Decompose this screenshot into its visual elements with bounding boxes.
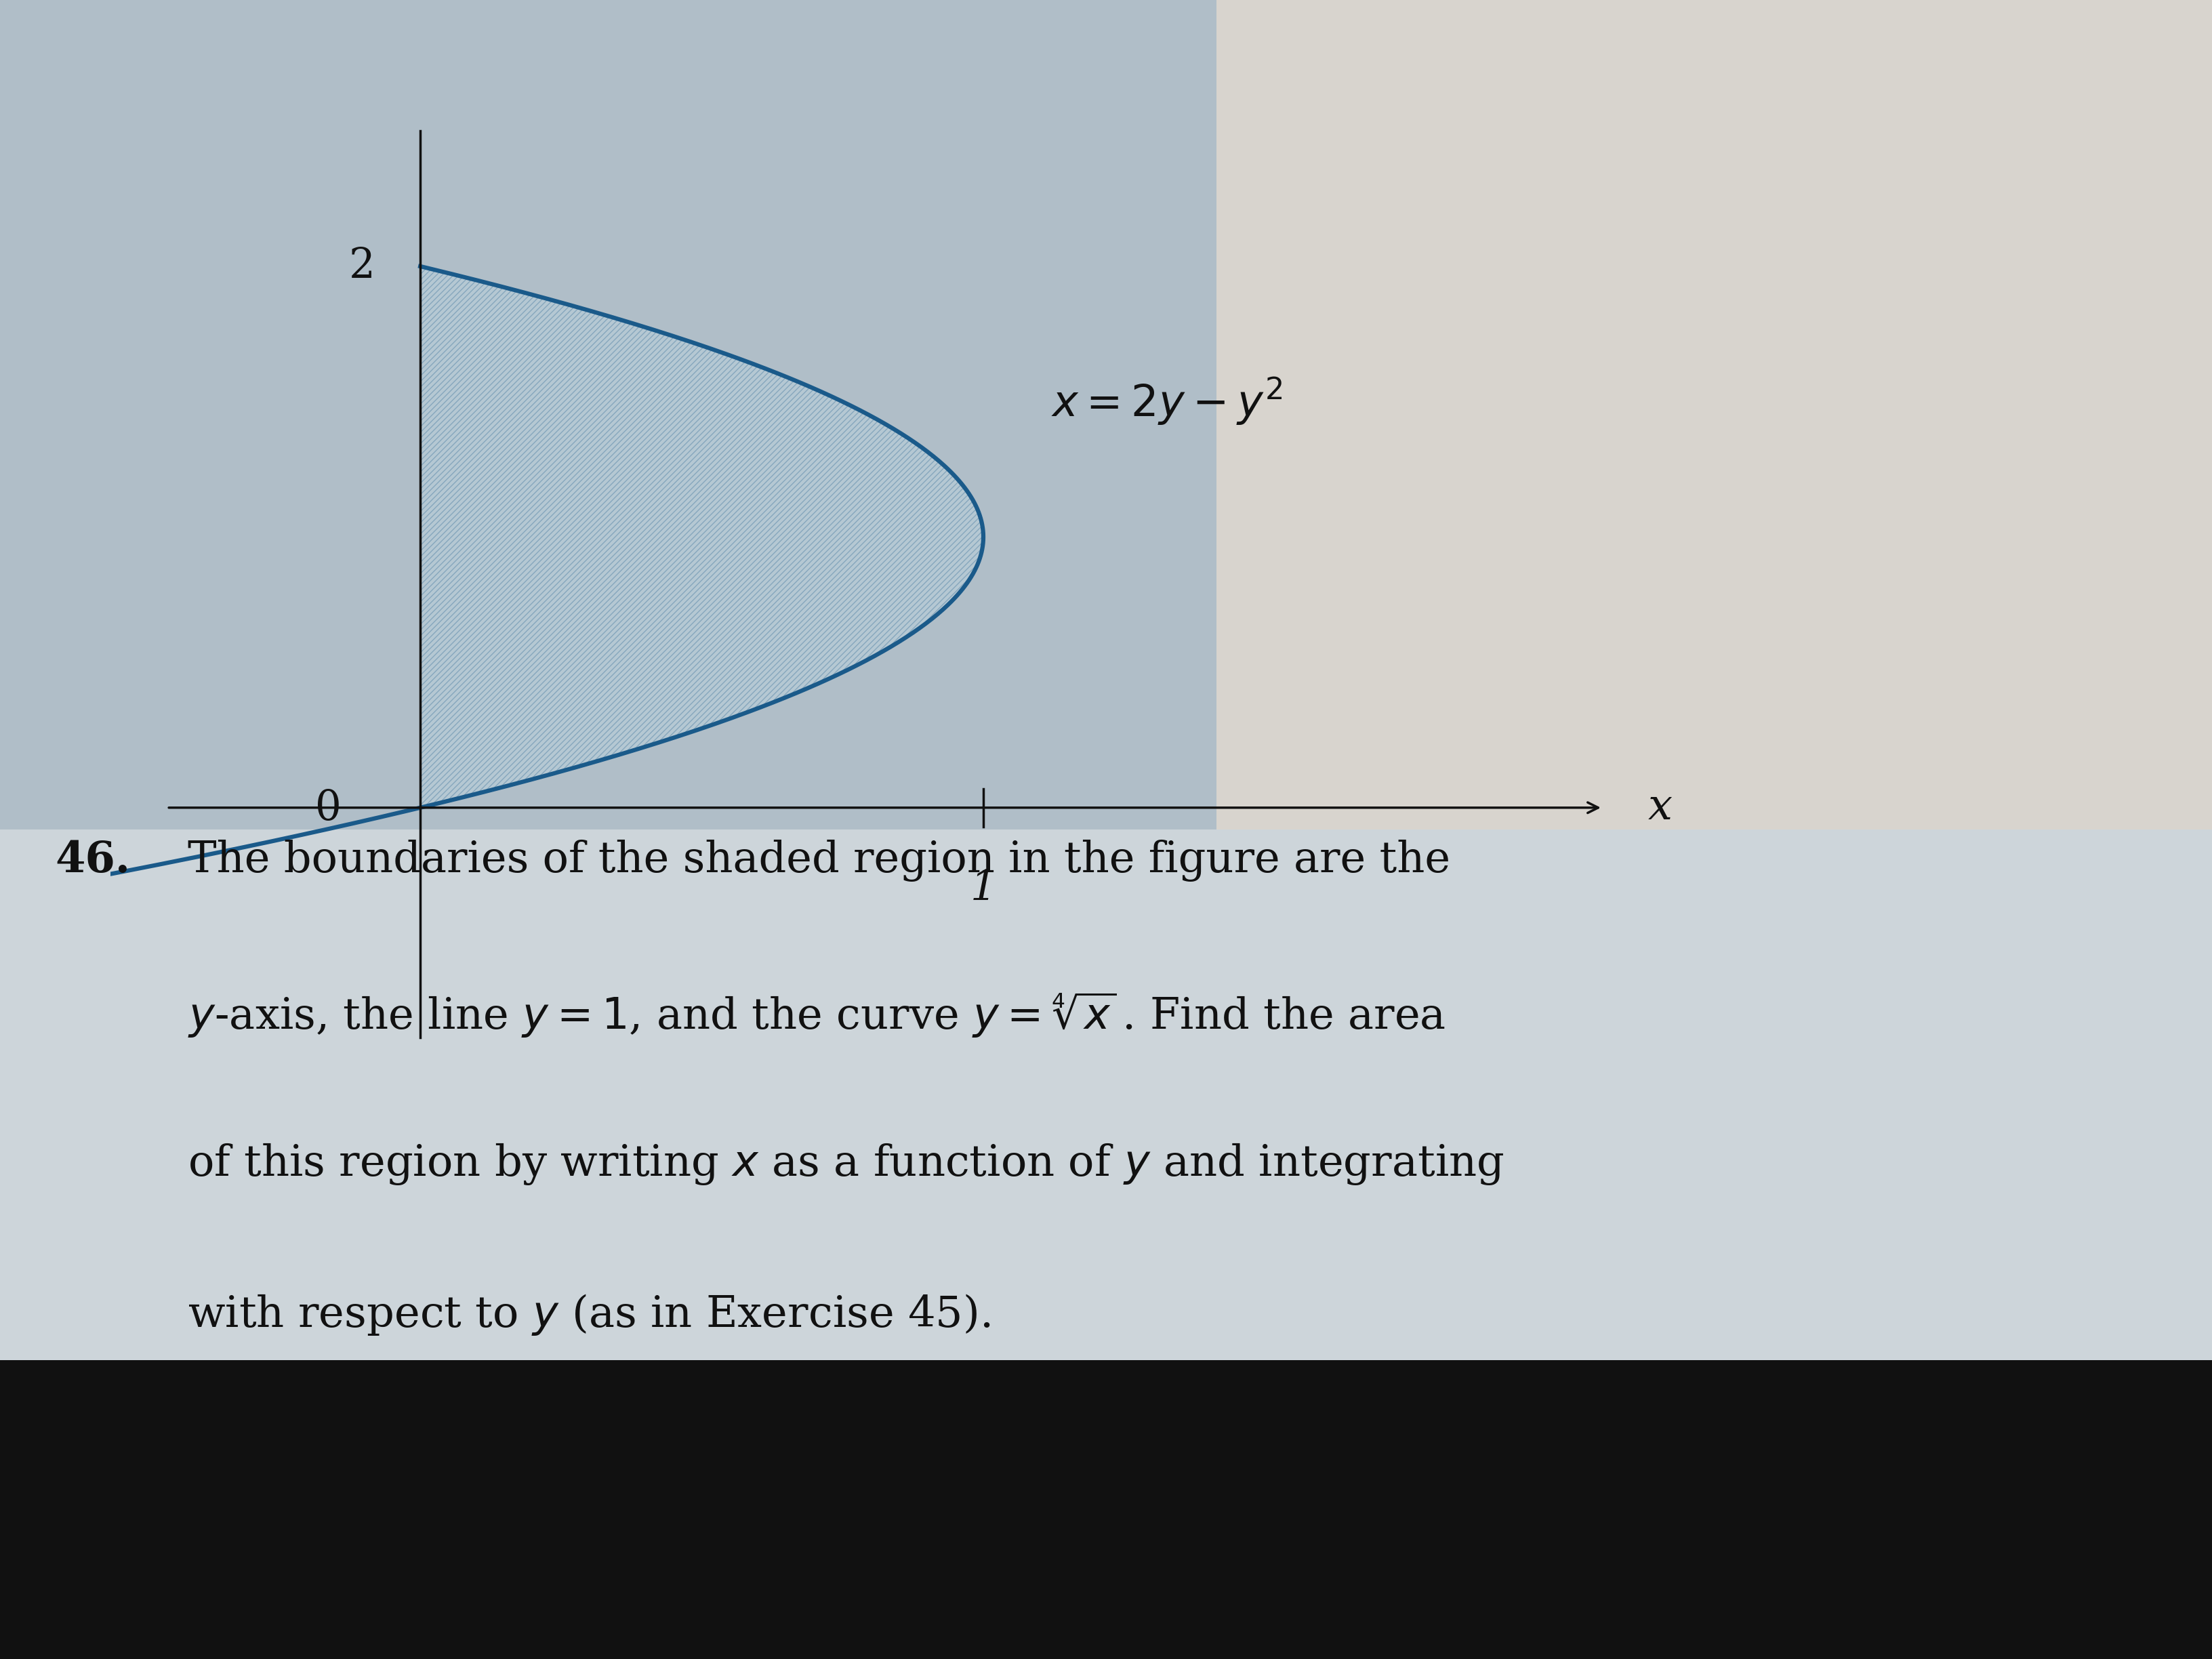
Text: of this region by writing $x$ as a function of $y$ and integrating: of this region by writing $x$ as a funct… — [188, 1141, 1504, 1186]
Text: 2: 2 — [349, 246, 376, 287]
Text: with respect to $y$ (as in Exercise 45).: with respect to $y$ (as in Exercise 45). — [188, 1292, 991, 1337]
Text: The boundaries of the shaded region in the figure are the: The boundaries of the shaded region in t… — [188, 839, 1451, 881]
Text: 0: 0 — [314, 788, 341, 828]
Bar — [1217, 0, 2212, 1360]
Text: $x = 2y - y^2$: $x = 2y - y^2$ — [1051, 377, 1283, 426]
Text: 46.: 46. — [55, 839, 131, 881]
Bar — [0, 830, 2212, 1360]
Bar — [0, 830, 2212, 1360]
Bar — [0, 1360, 2212, 1659]
Text: 1: 1 — [971, 868, 998, 907]
Bar — [0, 0, 2212, 1360]
Text: x: x — [1648, 786, 1672, 828]
Text: $y$-axis, the line $y = 1$, and the curve $y = \sqrt[4]{x}\,$. Find the area: $y$-axis, the line $y = 1$, and the curv… — [188, 990, 1447, 1040]
